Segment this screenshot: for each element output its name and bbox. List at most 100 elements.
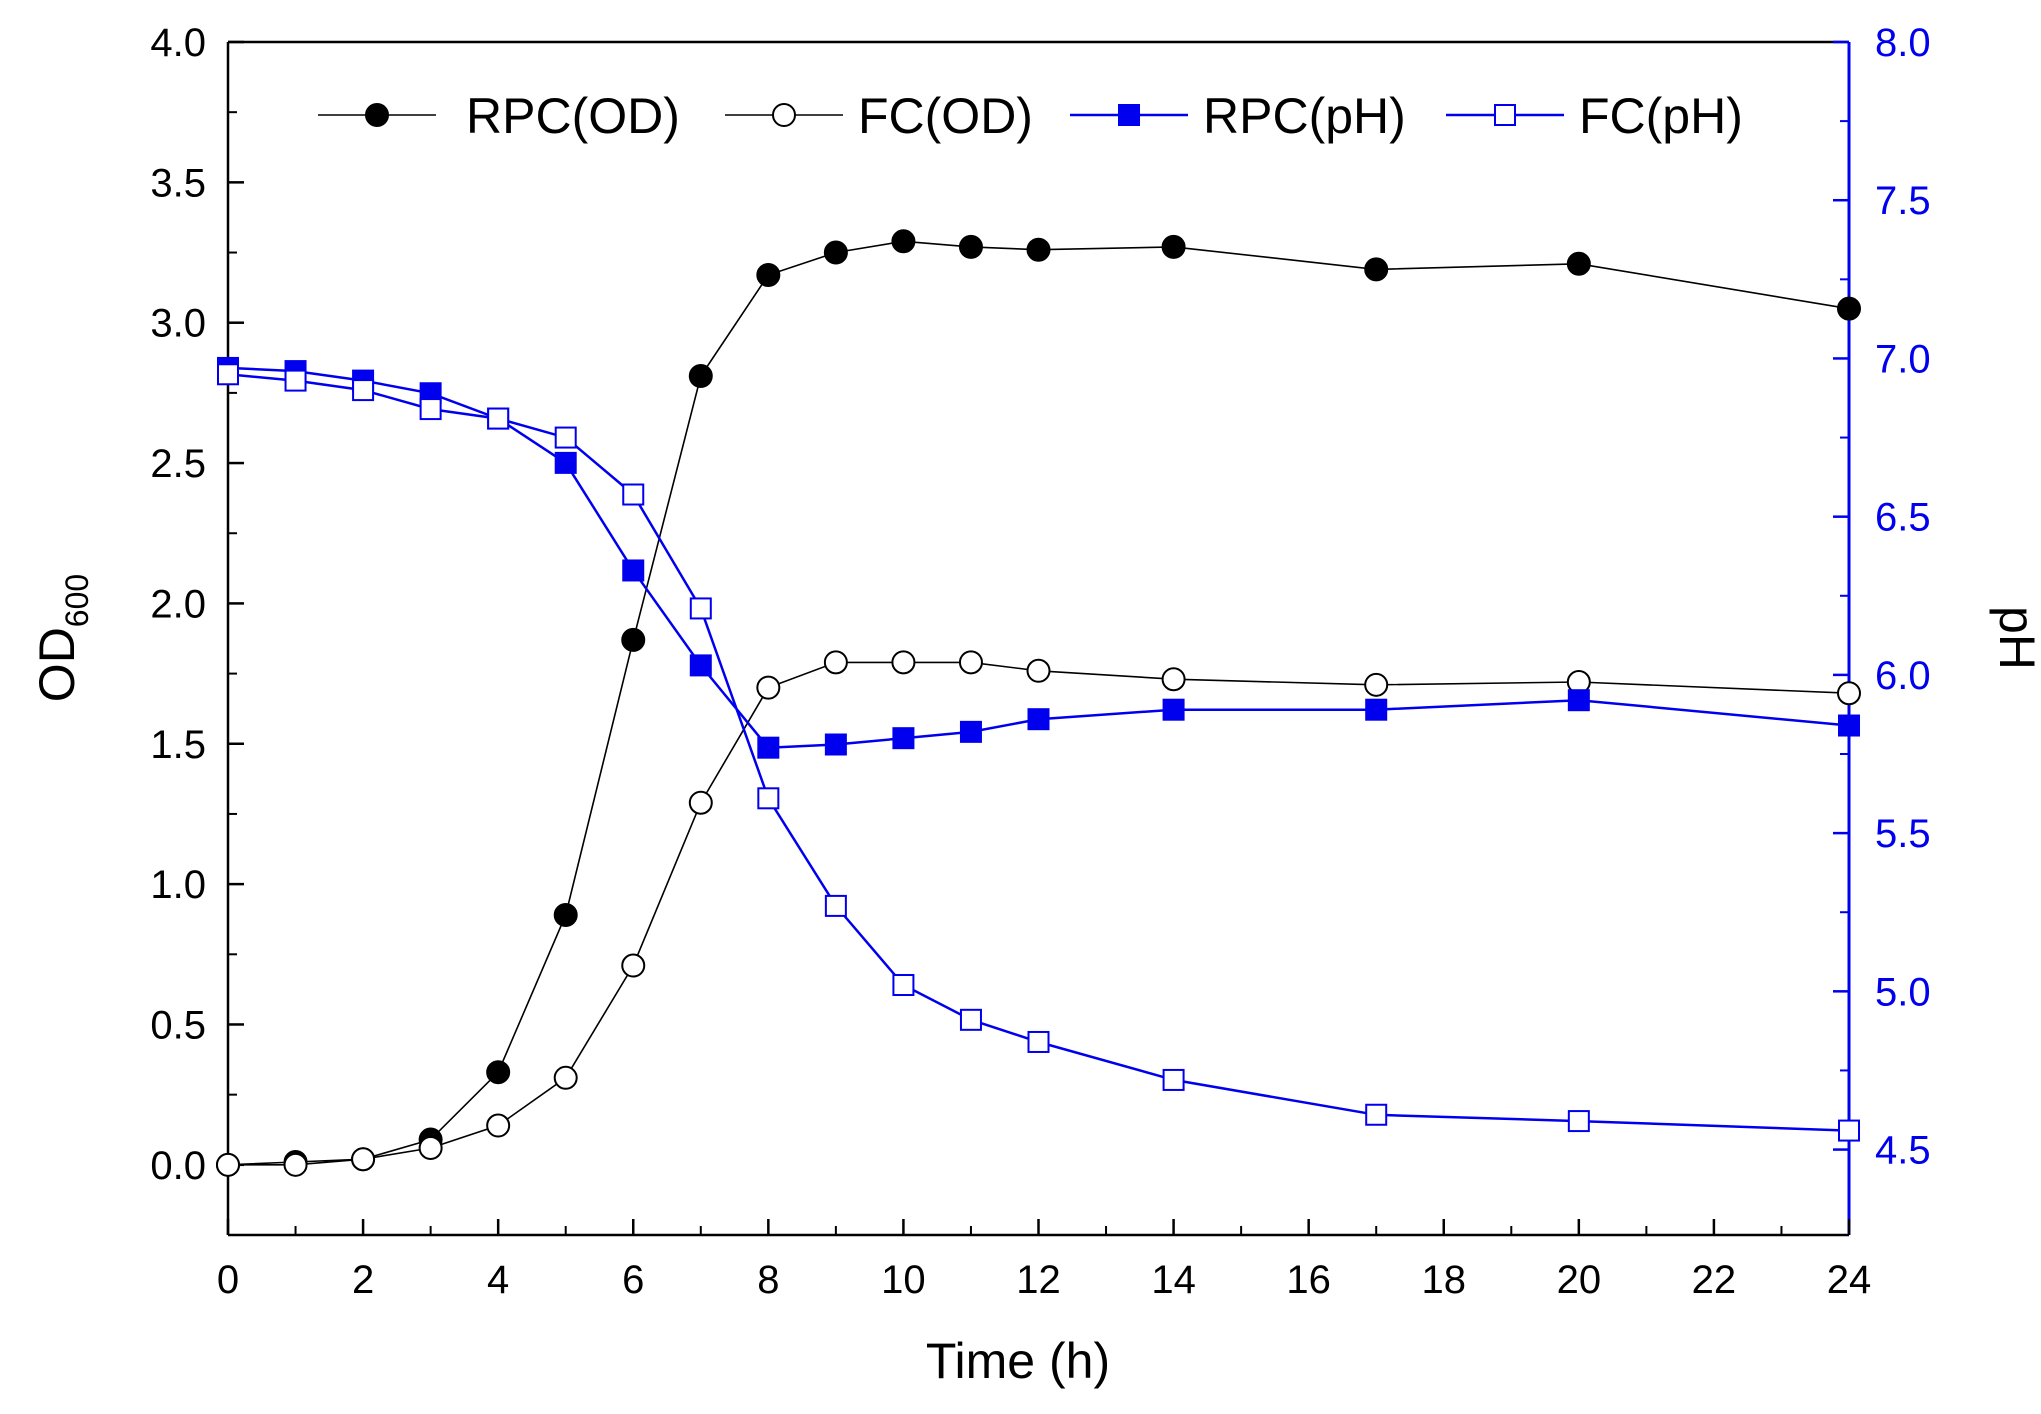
series-fc-ph [217, 363, 1860, 1142]
data-point-fc-ph-5 [554, 426, 577, 449]
data-point-rpc-ph-7 [689, 654, 712, 677]
right-y-tick-label-6.5: 6.5 [1875, 496, 1931, 540]
left-y-axis-title-main: OD [29, 627, 85, 702]
data-point-fc-od-10 [891, 650, 916, 675]
data-point-rpc-ph-14 [1162, 698, 1185, 721]
left-y-tick-label-1: 1.0 [150, 863, 206, 907]
data-point-rpc-ph-11 [959, 720, 982, 743]
data-point-fc-od-9 [823, 650, 848, 675]
data-point-rpc-ph-24 [1838, 714, 1860, 737]
x-tick-label-14: 14 [1151, 1258, 1196, 1302]
data-point-fc-od-14 [1161, 667, 1186, 692]
data-point-fc-od-4 [486, 1113, 511, 1138]
legend-marker-rpc-od [365, 103, 389, 127]
legend-marker-rpc-ph [1118, 104, 1140, 126]
data-point-fc-od-5 [553, 1065, 578, 1090]
data-point-fc-ph-12 [1027, 1030, 1050, 1053]
legend-label-fc-od: FC(OD) [858, 88, 1033, 144]
data-point-rpc-od-24 [1837, 296, 1861, 321]
legend-label-rpc-od: RPC(OD) [466, 88, 680, 144]
data-point-fc-ph-20 [1567, 1110, 1590, 1133]
x-tick-label-8: 8 [757, 1258, 779, 1302]
data-point-fc-od-0 [216, 1152, 240, 1177]
data-point-fc-od-3 [418, 1135, 443, 1160]
data-point-fc-ph-10 [892, 974, 915, 997]
data-point-rpc-od-8 [756, 262, 781, 287]
right-y-axis-title: pH [1989, 606, 2041, 670]
data-point-fc-ph-6 [622, 483, 645, 506]
data-point-rpc-od-7 [688, 364, 713, 389]
x-tick-label-20: 20 [1557, 1258, 1602, 1302]
right-y-tick-label-8: 8.0 [1875, 21, 1931, 65]
right-y-axis-ticks: 4.5 5.0 5.5 6.0 6.5 7.0 7.5 8.0 [1833, 21, 1931, 1173]
data-point-rpc-od-11 [958, 234, 983, 259]
legend-label-rpc-ph: RPC(pH) [1203, 88, 1406, 144]
data-point-rpc-ph-12 [1027, 708, 1050, 731]
data-point-rpc-ph-10 [892, 727, 915, 750]
left-y-tick-label-0: 0.0 [150, 1144, 206, 1188]
data-point-fc-od-12 [1026, 658, 1051, 683]
data-point-fc-ph-17 [1365, 1103, 1388, 1126]
x-tick-label-0: 0 [217, 1258, 239, 1302]
x-tick-label-6: 6 [622, 1258, 644, 1302]
data-point-fc-ph-3 [419, 398, 442, 421]
left-y-axis-title: OD600 [29, 574, 95, 702]
left-y-tick-label-3.5: 3.5 [150, 161, 206, 205]
data-point-fc-od-2 [351, 1147, 376, 1172]
data-point-rpc-od-20 [1566, 251, 1591, 276]
series-fc-od [216, 650, 1861, 1177]
series-layer [216, 229, 1861, 1177]
data-point-fc-ph-24 [1838, 1119, 1860, 1142]
x-tick-label-10: 10 [881, 1258, 926, 1302]
data-point-fc-ph-9 [824, 894, 847, 917]
data-point-rpc-od-6 [621, 627, 646, 652]
data-point-rpc-od-12 [1026, 237, 1051, 262]
data-point-fc-ph-0 [217, 363, 239, 386]
data-point-fc-ph-14 [1162, 1068, 1185, 1091]
left-y-tick-label-1.5: 1.5 [150, 723, 206, 767]
x-tick-label-18: 18 [1422, 1258, 1467, 1302]
data-point-rpc-ph-6 [622, 559, 645, 582]
x-tick-label-12: 12 [1016, 1258, 1061, 1302]
data-point-fc-ph-8 [757, 787, 780, 810]
left-y-tick-label-3: 3.0 [150, 302, 206, 346]
legend-item-rpc-ph: RPC(pH) [1070, 88, 1406, 144]
data-point-fc-od-7 [688, 790, 713, 815]
data-point-fc-od-11 [958, 650, 983, 675]
data-point-rpc-ph-20 [1567, 689, 1590, 712]
legend-item-rpc-od: RPC(OD) [318, 88, 680, 144]
svg-text:pH: pH [1989, 606, 2041, 670]
x-axis-title: Time (h) [926, 1333, 1110, 1389]
svg-text:OD600: OD600 [29, 574, 95, 702]
data-point-rpc-od-14 [1161, 234, 1186, 259]
left-y-tick-label-2: 2.0 [150, 582, 206, 626]
data-point-fc-ph-11 [959, 1008, 982, 1031]
x-axis-ticks: 0 2 4 6 8 10 12 14 16 18 20 22 24 [217, 1219, 1871, 1302]
data-point-rpc-od-5 [553, 902, 578, 927]
data-point-fc-od-1 [283, 1152, 308, 1177]
data-point-fc-od-6 [621, 953, 646, 978]
left-y-axis-ticks: 0.0 0.5 1.0 1.5 2.0 2.5 3.0 3.5 4.0 [150, 21, 244, 1188]
legend-item-fc-od: FC(OD) [725, 88, 1033, 144]
data-point-fc-ph-2 [352, 379, 375, 402]
x-tick-label-4: 4 [487, 1258, 509, 1302]
right-y-tick-label-5.5: 5.5 [1875, 812, 1931, 856]
x-tick-label-22: 22 [1692, 1258, 1737, 1302]
data-point-fc-od-17 [1364, 672, 1389, 697]
legend-item-fc-ph: FC(pH) [1446, 88, 1743, 144]
data-point-rpc-ph-5 [554, 451, 577, 474]
data-point-fc-ph-4 [487, 407, 510, 430]
x-tick-label-2: 2 [352, 1258, 374, 1302]
data-point-fc-od-8 [756, 675, 781, 700]
legend-label-fc-ph: FC(pH) [1579, 88, 1743, 144]
right-y-tick-label-7: 7.0 [1875, 337, 1931, 381]
x-tick-label-16: 16 [1286, 1258, 1331, 1302]
x-tick-label-24: 24 [1827, 1258, 1872, 1302]
data-point-rpc-ph-17 [1365, 698, 1388, 721]
data-point-rpc-ph-9 [824, 733, 847, 756]
left-y-tick-label-0.5: 0.5 [150, 1003, 206, 1047]
right-y-tick-label-6: 6.0 [1875, 654, 1931, 698]
data-point-rpc-ph-8 [757, 736, 780, 759]
